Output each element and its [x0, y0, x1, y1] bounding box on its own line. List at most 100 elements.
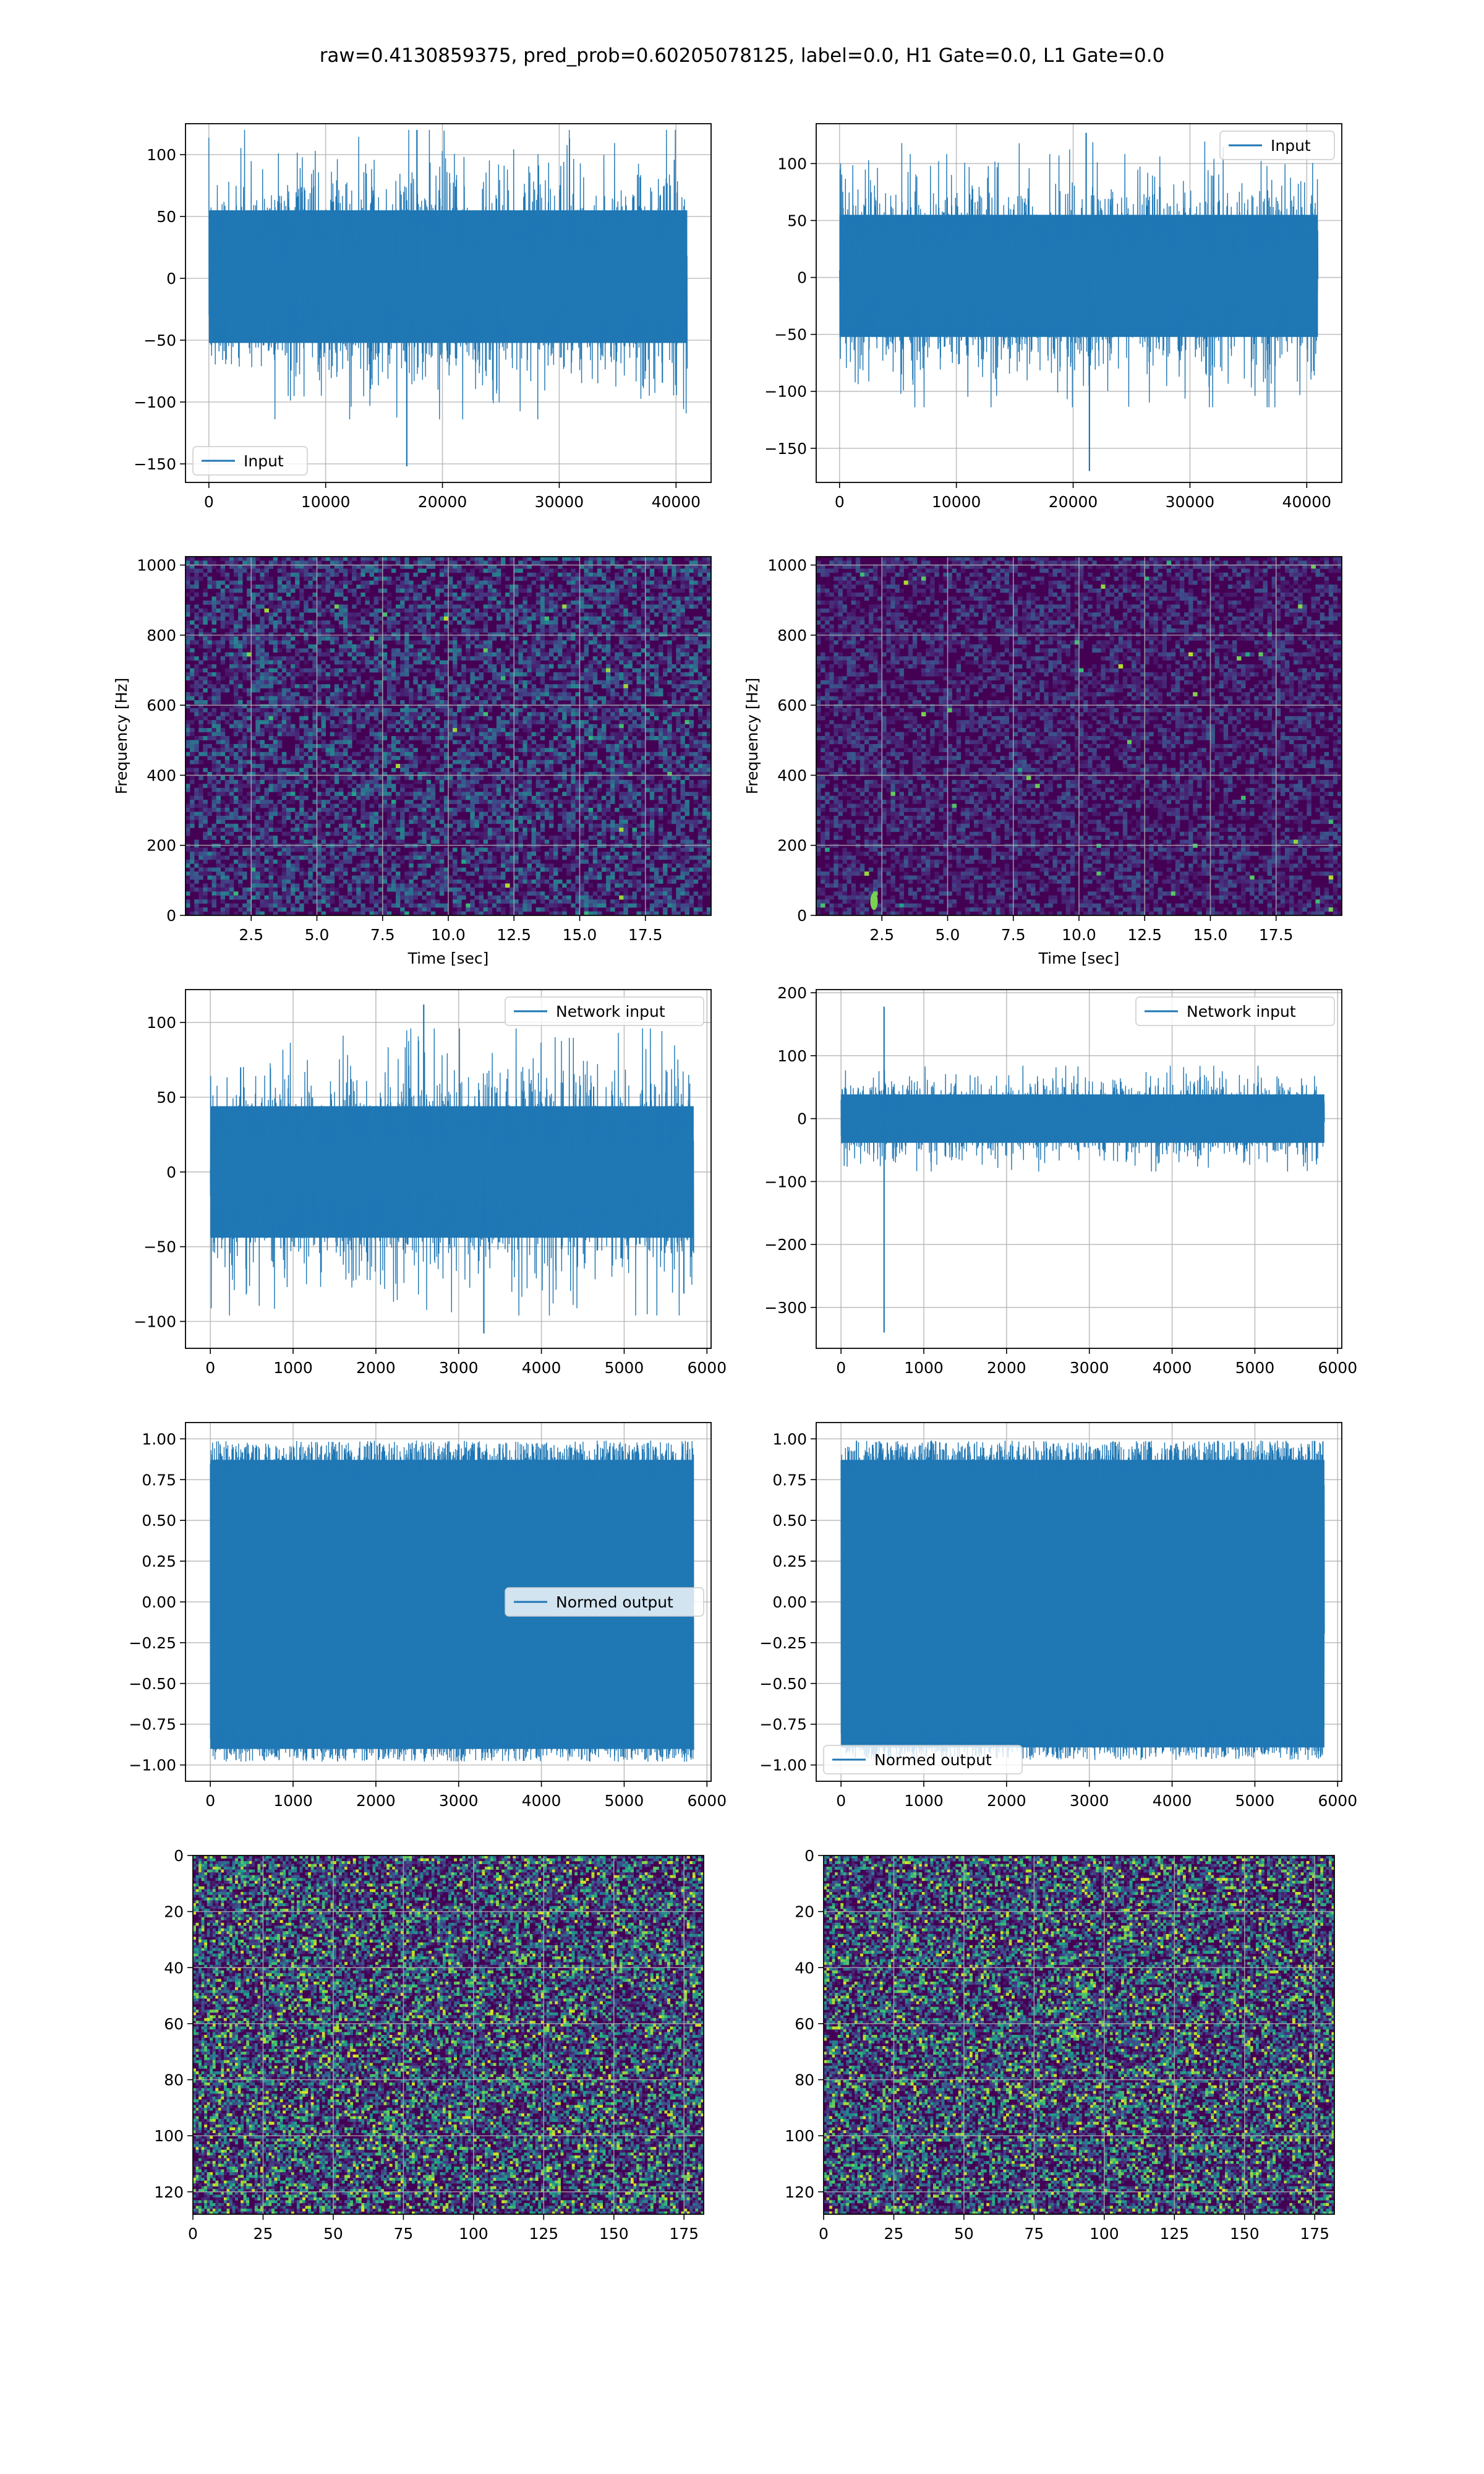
spectrogram-cell [404, 751, 409, 756]
spectrogram-cell [334, 712, 339, 717]
spectrogram-cell [417, 593, 422, 597]
spectrogram-cell [348, 648, 352, 653]
spectrogram-cell [566, 628, 571, 633]
spectrogram-cell [325, 624, 331, 629]
spectrogram-cell [706, 779, 711, 784]
spectrogram-cell [304, 743, 309, 748]
spectrogram-cell [474, 764, 479, 768]
spectrogram-cell [299, 736, 304, 740]
spectrogram-cell [264, 803, 269, 808]
spectrogram-cell [251, 680, 256, 685]
spectrogram-cell [623, 792, 628, 797]
spectrogram-cell [365, 740, 370, 745]
spectrogram-cell [479, 656, 484, 661]
spectrogram-cell [348, 724, 352, 729]
spectrogram-cell [308, 728, 313, 732]
spectrogram-cell [672, 776, 676, 781]
spectrogram-cell [623, 743, 628, 748]
spectrogram-cell [426, 792, 432, 797]
spectrogram-cell [693, 660, 699, 665]
spectrogram-cell [378, 792, 383, 797]
spectrogram-cell [277, 616, 283, 621]
spectrogram-cell [233, 779, 239, 784]
spectrogram-cell [492, 772, 497, 776]
spectrogram-cell [654, 668, 659, 673]
spectrogram-cell [211, 808, 216, 812]
spectrogram-cell [632, 608, 637, 613]
spectrogram-cell [483, 648, 488, 653]
spectrogram-cell [396, 764, 401, 768]
spectrogram-cell [343, 584, 348, 589]
spectrogram-cell [693, 680, 699, 685]
spectrogram-cell [667, 632, 672, 637]
spectrogram-cell [453, 688, 458, 693]
spectrogram-cell [203, 572, 208, 577]
spectrogram-cell [654, 728, 659, 732]
spectrogram-cell [649, 560, 655, 565]
spectrogram-cell [645, 660, 650, 665]
spectrogram-cell [238, 712, 243, 717]
spectrogram-cell [623, 784, 628, 789]
spectrogram-cell [518, 680, 523, 685]
spectrogram-cell [522, 588, 527, 593]
spectrogram-cell [194, 700, 199, 704]
spectrogram-cell [281, 696, 287, 701]
spectrogram-cell [443, 593, 449, 597]
spectrogram-cell [343, 628, 348, 633]
spectrogram-cell [514, 688, 519, 693]
spectrogram-cell [535, 743, 541, 748]
spectrogram-cell [194, 795, 199, 800]
spectrogram-cell [579, 584, 584, 589]
spectrogram-cell [706, 576, 711, 581]
spectrogram-cell [697, 760, 703, 764]
spectrogram-cell [220, 776, 226, 781]
spectrogram-cell [575, 580, 580, 585]
spectrogram-cell [417, 656, 422, 661]
spectrogram-cell [527, 743, 532, 748]
spectrogram-cell [255, 624, 260, 629]
spectrogram-cell [426, 612, 432, 617]
spectrogram-cell [277, 704, 283, 709]
spectrogram-cell [317, 652, 322, 657]
spectrogram-cell [400, 660, 405, 665]
spectrogram-cell [571, 803, 576, 808]
spectrogram-cell [584, 557, 589, 561]
spectrogram-cell [299, 751, 304, 756]
spectrogram-cell [268, 784, 274, 789]
spectrogram-cell [391, 668, 396, 673]
spectrogram-cell [548, 688, 554, 693]
spectrogram-cell [338, 692, 344, 696]
spectrogram-cell [619, 656, 624, 661]
spectrogram-cell [461, 593, 466, 597]
spectrogram-cell [308, 696, 313, 701]
spectrogram-cell [474, 596, 479, 601]
spectrogram-cell [430, 792, 436, 797]
spectrogram-cell [426, 636, 432, 641]
spectrogram-cell [404, 740, 409, 745]
spectrogram-cell [409, 564, 414, 569]
spectrogram-cell [645, 557, 650, 561]
spectrogram-cell [308, 732, 313, 737]
spectrogram-cell [422, 628, 427, 633]
spectrogram-cell [430, 724, 436, 729]
spectrogram-cell [448, 593, 453, 597]
spectrogram-cell [558, 660, 563, 665]
spectrogram-cell [663, 776, 668, 781]
spectrogram-cell [470, 600, 475, 605]
spectrogram-cell [417, 688, 422, 693]
spectrogram-cell [369, 557, 374, 561]
spectrogram-cell [417, 795, 422, 800]
spectrogram-cell [558, 743, 563, 748]
spectrogram-cell [426, 684, 432, 689]
spectrogram-cell [268, 768, 274, 773]
spectrogram-cell [615, 576, 620, 581]
spectrogram-cell [584, 700, 589, 704]
spectrogram-cell [386, 792, 392, 797]
spectrogram-cell [229, 580, 234, 585]
spectrogram-cell [659, 557, 663, 561]
spectrogram-cell [264, 656, 269, 661]
spectrogram-cell [391, 724, 396, 729]
spectrogram-cell [470, 557, 475, 561]
spectrogram-cell [439, 732, 445, 737]
spectrogram-cell [242, 748, 247, 753]
